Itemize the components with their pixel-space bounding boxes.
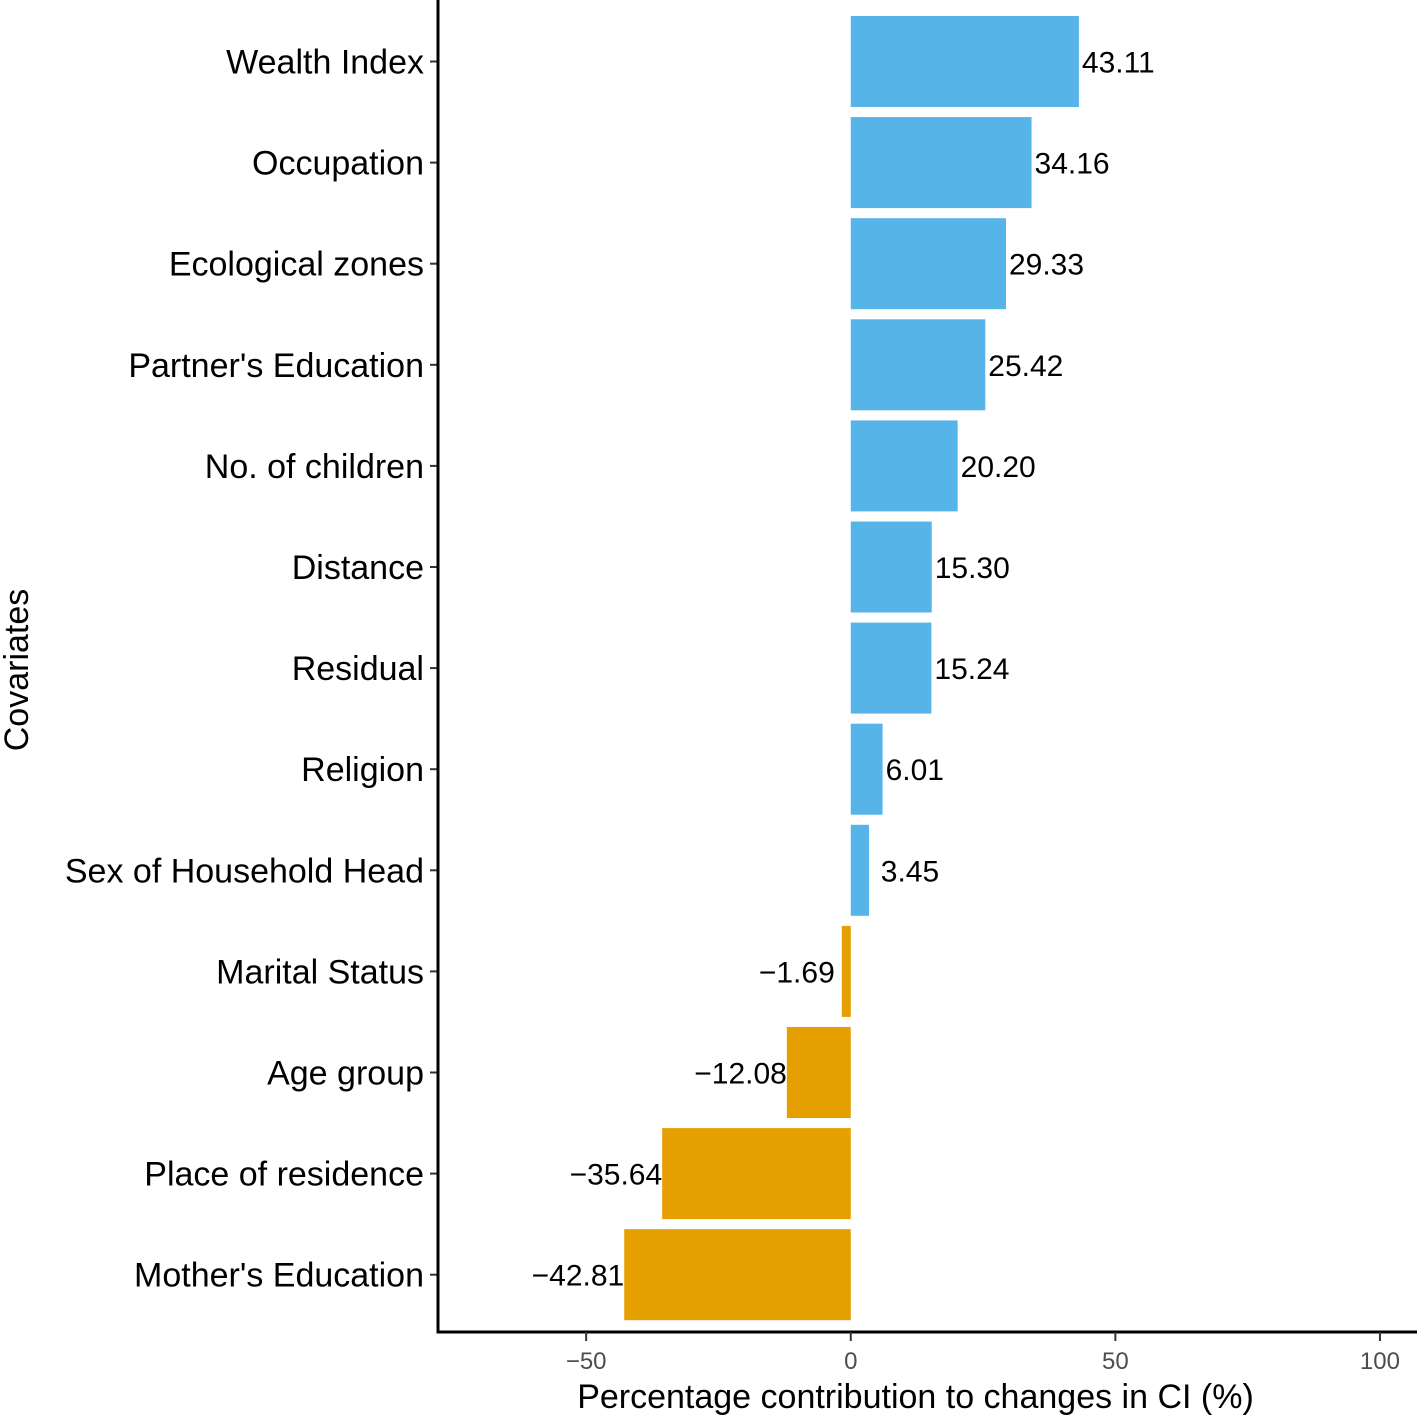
x-tick-label: 100 xyxy=(1360,1348,1400,1375)
bar xyxy=(850,622,932,714)
bars-group xyxy=(624,16,1079,1321)
bar xyxy=(624,1229,851,1321)
data-label: 29.33 xyxy=(1009,249,1084,282)
y-tick-label: Age group xyxy=(267,1055,424,1093)
y-tick-label: Ecological zones xyxy=(169,246,424,284)
y-tick-label: No. of children xyxy=(205,448,424,486)
bar xyxy=(850,723,883,815)
bar xyxy=(662,1128,851,1220)
data-label: 6.01 xyxy=(886,754,944,787)
bar xyxy=(850,420,958,512)
y-tick-label: Occupation xyxy=(252,145,424,183)
y-tick-label: Marital Status xyxy=(216,953,424,991)
y-tick-label: Distance xyxy=(292,549,424,587)
data-label: 15.24 xyxy=(934,653,1009,686)
x-tick-label: 0 xyxy=(844,1348,857,1375)
y-tick-label: Residual xyxy=(292,650,424,688)
bar xyxy=(850,16,1079,107)
bar xyxy=(850,521,932,613)
data-label: 3.45 xyxy=(881,855,939,888)
data-label: 25.42 xyxy=(988,350,1063,383)
data-label: 43.11 xyxy=(1082,47,1155,80)
x-axis: −50 0 50 100 xyxy=(436,1330,1417,1375)
data-label: −42.81 xyxy=(532,1260,625,1293)
x-tick-label: −50 xyxy=(566,1348,607,1375)
y-tick-label: Partner's Education xyxy=(128,347,424,385)
x-axis-title: Percentage contribution to changes in CI… xyxy=(577,1378,1254,1416)
bar xyxy=(850,117,1032,209)
y-tick-label: Place of residence xyxy=(144,1156,424,1194)
y-axis-title: Covariates xyxy=(0,589,36,752)
data-label: −12.08 xyxy=(694,1058,787,1091)
bar xyxy=(850,218,1006,310)
y-tick-label: Wealth Index xyxy=(226,44,424,82)
data-label: 20.20 xyxy=(961,451,1036,484)
data-label: −35.64 xyxy=(570,1159,663,1192)
x-tick-label: 50 xyxy=(1102,1348,1129,1375)
bar xyxy=(850,824,870,916)
data-label: 15.30 xyxy=(935,552,1010,585)
data-label: 34.16 xyxy=(1035,148,1110,181)
bar xyxy=(850,319,986,411)
bar xyxy=(786,1027,851,1118)
y-tick-label: Sex of Household Head xyxy=(65,852,424,890)
y-tick-label: Religion xyxy=(301,751,424,789)
y-axis: Wealth Index Occupation Ecological zones Pa… xyxy=(65,0,440,1333)
data-label: −1.69 xyxy=(759,956,835,989)
data-labels-group: 43.11 34.16 29.33 25.42 20.20 15.30 15.24 6.01 3… xyxy=(532,47,1155,1293)
bar xyxy=(841,925,851,1017)
y-tick-label: Mother's Education xyxy=(134,1257,424,1295)
